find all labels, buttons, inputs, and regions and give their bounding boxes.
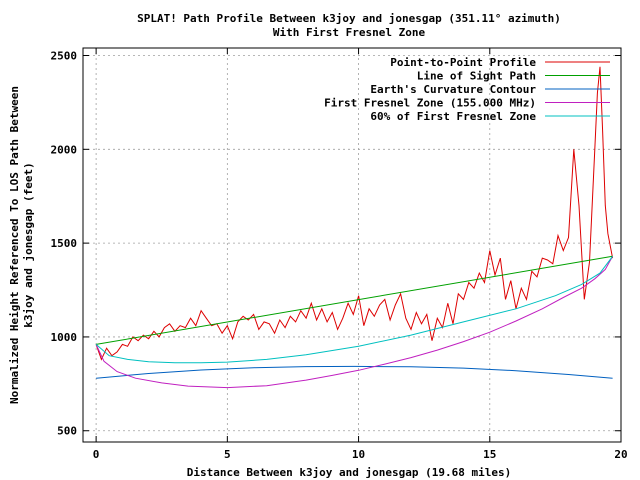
axis-ticks: 0 5 10 15 20 500 1000 1500 2000 2500 [51, 48, 628, 461]
y-tick-label: 1500 [51, 237, 78, 250]
x-tick-label: 0 [93, 448, 100, 461]
chart-subtitle: With First Fresnel Zone [273, 26, 426, 39]
x-tick-label: 15 [483, 448, 496, 461]
y-tick-label: 1000 [51, 331, 78, 344]
series-line-5 [95, 255, 613, 364]
x-tick-label: 5 [224, 448, 231, 461]
legend-label: Earth's Curvature Contour [370, 83, 536, 96]
legend-label: 60% of First Fresnel Zone [370, 110, 536, 123]
x-axis-label: Distance Between k3joy and jonesgap (19.… [187, 466, 512, 479]
y-tick-label: 500 [57, 425, 77, 438]
series-line-4 [95, 256, 614, 389]
y-axis-label-line1: Normalized Height Referenced To LOS Path… [8, 86, 21, 404]
y-tick-label: 2000 [51, 143, 78, 156]
legend-label: Line of Sight Path [417, 70, 536, 83]
legend-label: Point-to-Point Profile [390, 56, 536, 69]
y-axis-label-line2: k3joy and jonesgap (feet) [22, 162, 35, 328]
chart-title: SPLAT! Path Profile Between k3joy and jo… [137, 12, 561, 25]
series-line-1 [95, 66, 614, 361]
x-tick-label: 10 [352, 448, 365, 461]
plot-frame [82, 47, 622, 443]
series-group [95, 66, 614, 389]
x-tick-label: 20 [614, 448, 627, 461]
series-line-2 [96, 255, 613, 345]
series-line-3 [96, 365, 613, 379]
y-tick-label: 2500 [51, 50, 78, 63]
legend-label: First Fresnel Zone (155.000 MHz) [324, 97, 536, 110]
